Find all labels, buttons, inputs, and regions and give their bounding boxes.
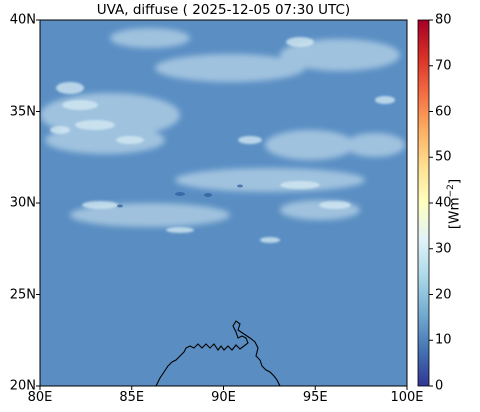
colorbar-tick-label: 60 <box>435 104 452 119</box>
x-tick-label: 100E <box>390 390 424 405</box>
shadow-speck <box>175 192 185 196</box>
cloud-band <box>265 130 355 160</box>
lower-shade <box>40 200 407 386</box>
map-title: UVA, diffuse ( 2025-12-05 07:30 UTC) <box>96 2 351 18</box>
cloud-speckle <box>50 126 70 134</box>
coastline <box>155 320 281 386</box>
colorbar-tick-marks <box>429 19 433 387</box>
cloud-speckle <box>116 136 144 144</box>
cloud-speckle <box>56 82 84 94</box>
y-tick-marks <box>36 19 40 387</box>
colorbar-tick-label: 30 <box>435 241 452 257</box>
cloud-speckle <box>286 37 314 47</box>
y-tick-label: 35N <box>9 104 36 119</box>
shadow-speck <box>237 184 243 188</box>
shadow-speck <box>117 204 123 208</box>
x-tick-label: 80E <box>27 390 53 405</box>
cloud-speckle-layer <box>50 37 395 243</box>
cloud-band <box>280 39 400 71</box>
cloud-speckle <box>238 136 262 144</box>
colorbar-tick-label: 20 <box>435 287 452 302</box>
cloud-speckle <box>166 227 194 233</box>
cloud-band <box>45 126 165 154</box>
colorbar-label: [Wm−2] <box>446 179 463 229</box>
cloud-speckle <box>319 201 351 209</box>
cloud-speckle <box>280 181 320 189</box>
colorbar-tick-label: 0 <box>435 378 444 394</box>
cloud-band <box>70 203 230 227</box>
colorbar-tick-label: 10 <box>435 332 452 348</box>
cloud-speckle <box>260 237 280 243</box>
colorbar-label-exponent: −2 <box>445 184 456 198</box>
x-tick-marks <box>39 386 408 390</box>
cloud-band <box>345 133 405 157</box>
cloud-band <box>110 28 190 48</box>
shadow-specks <box>117 184 243 208</box>
colorbar-tick-label: 40 <box>435 195 452 211</box>
shadow-speck <box>204 193 212 197</box>
cloud-speckle <box>375 96 395 104</box>
colorbar-tick-label: 50 <box>435 149 452 165</box>
x-tick-label: 95E <box>302 390 328 405</box>
colorbar <box>417 19 430 387</box>
colorbar-label-close: ] <box>446 178 463 185</box>
colorbar-label-unit: [Wm <box>446 197 463 230</box>
cloud-speckle <box>75 120 115 130</box>
cloud-band <box>175 168 365 192</box>
cloud-speckle <box>62 100 98 110</box>
y-tick-label: 25N <box>9 287 36 302</box>
cloud-speckle <box>82 201 118 209</box>
x-tick-label: 90E <box>211 390 236 405</box>
cloud-band <box>155 54 305 82</box>
colorbar-tick-label: 70 <box>435 58 452 74</box>
y-tick-label: 30N <box>9 195 36 211</box>
y-tick-label: 40N <box>9 12 36 28</box>
colorbar-tick-label: 80 <box>435 12 452 28</box>
y-tick-label: 20N <box>9 378 36 394</box>
x-tick-label: 85E <box>119 390 145 405</box>
